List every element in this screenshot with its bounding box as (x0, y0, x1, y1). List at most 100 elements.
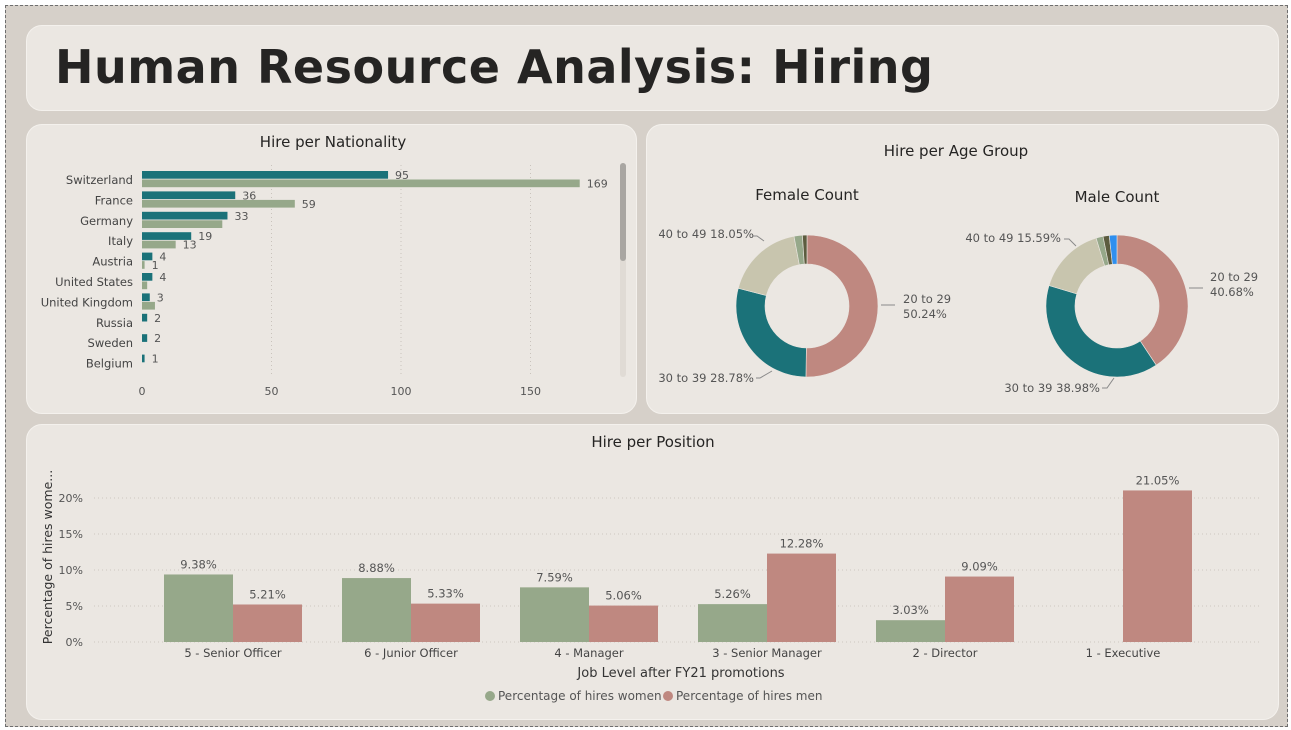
legend-marker-men[interactable] (663, 691, 673, 701)
leader-line (1064, 238, 1077, 247)
bar-women[interactable] (342, 578, 411, 642)
y-tick-label: 20% (59, 492, 83, 505)
chart-title: Hire per Position (591, 433, 714, 451)
donut-slice[interactable] (1048, 237, 1106, 295)
category-label: France (95, 193, 133, 207)
donut-slice[interactable] (1108, 234, 1118, 265)
category-label: Russia (96, 316, 133, 330)
leader-line (756, 370, 773, 379)
bar-men[interactable] (233, 604, 302, 642)
bar-men[interactable] (1123, 490, 1192, 642)
bar-men[interactable] (767, 553, 836, 642)
bar-series2[interactable] (142, 179, 580, 188)
category-label: Austria (92, 255, 133, 269)
scrollbar-thumb[interactable] (620, 163, 626, 261)
donut-slice[interactable] (1045, 285, 1157, 378)
slice-label: 20 to 29 (1210, 270, 1258, 284)
data-label: 21.05% (1136, 473, 1180, 487)
bar-series2[interactable] (142, 281, 148, 290)
data-label: 4 (159, 271, 166, 284)
slice-label: 40 to 49 18.05% (658, 227, 754, 241)
leader-line (753, 235, 765, 242)
nationality-card: Hire per Nationality 0 50 100 150 Switzerland… (26, 124, 637, 414)
chart-title: Hire per Age Group (884, 142, 1028, 160)
bar-series1[interactable] (142, 293, 150, 302)
bar-series2[interactable] (142, 199, 295, 208)
category-label: Sweden (88, 336, 133, 350)
bar-series2[interactable] (142, 261, 145, 269)
data-label: 12.28% (780, 537, 824, 551)
data-label: 169 (587, 178, 608, 191)
bar-series1[interactable] (142, 252, 153, 261)
bar-men[interactable] (411, 603, 480, 642)
donut-slice[interactable] (735, 287, 807, 378)
bar-series2[interactable] (142, 240, 176, 249)
donut-slice[interactable] (1116, 234, 1189, 366)
donut-slice[interactable] (737, 235, 800, 296)
category-label: Switzerland (66, 173, 133, 187)
age-group-card: Hire per Age Group Female Count 20 to 29 50… (646, 124, 1279, 414)
legend-marker-women[interactable] (485, 691, 495, 701)
bar-series1[interactable] (142, 354, 145, 363)
bar-women[interactable] (876, 620, 945, 642)
page-title: Human Resource Analysis: Hiring (55, 40, 934, 94)
category-label: 6 - Junior Officer (364, 646, 458, 660)
legend-label-men[interactable]: Percentage of hires men (676, 689, 822, 703)
bar-men[interactable] (945, 576, 1014, 642)
data-label: 1 (152, 259, 159, 272)
bar-series1[interactable] (142, 334, 148, 342)
bar-series1[interactable] (142, 191, 236, 200)
data-label: 2 (154, 332, 161, 345)
legend-label-women[interactable]: Percentage of hires women (498, 689, 662, 703)
slice-label: 30 to 39 38.98% (1004, 381, 1100, 395)
slice-label: 30 to 39 28.78% (658, 371, 754, 385)
bar-women[interactable] (164, 574, 233, 642)
slice-label: 40.68% (1210, 285, 1254, 299)
data-label: 3 (157, 291, 164, 304)
bar-women[interactable] (698, 604, 767, 642)
data-label: 36 (242, 189, 256, 202)
x-tick-label: 100 (391, 385, 412, 398)
data-label: 1 (152, 353, 159, 366)
x-axis-title: Job Level after FY21 promotions (576, 666, 784, 681)
category-label: 5 - Senior Officer (184, 646, 282, 660)
bar-series2[interactable] (142, 220, 223, 228)
x-tick-label: 0 (139, 385, 146, 398)
category-label: 4 - Manager (554, 646, 623, 660)
y-tick-label: 15% (59, 528, 83, 541)
bar-series1[interactable] (142, 211, 228, 220)
bar-series1[interactable] (142, 313, 148, 322)
slice-label: 50.24% (903, 307, 947, 321)
position-chart: Hire per Position 0% 5% 10% 15% 20% Percentage… (40, 433, 1262, 703)
data-label: 2 (154, 312, 161, 325)
position-card: Hire per Position 0% 5% 10% 15% 20% Percentage… (26, 424, 1279, 720)
data-label: 7.59% (536, 570, 573, 584)
data-label: 3.03% (892, 603, 929, 617)
y-axis-title: Percentage of hires wome... (40, 470, 55, 644)
title-card: Human Resource Analysis: Hiring (26, 25, 1279, 111)
data-label: 5.33% (427, 587, 464, 601)
chart-title: Hire per Nationality (260, 133, 407, 151)
leader-line (1102, 377, 1115, 389)
bar-women[interactable] (520, 587, 589, 642)
x-tick-label: 50 (265, 385, 279, 398)
data-label: 5.26% (714, 587, 751, 601)
bar-series1[interactable] (142, 232, 192, 240)
y-tick-label: 10% (59, 564, 83, 577)
data-label: 4 (159, 251, 166, 264)
bar-series1[interactable] (142, 171, 389, 179)
donut-subtitle: Female Count (755, 186, 859, 204)
category-label: United Kingdom (41, 295, 133, 309)
bar-men[interactable] (589, 605, 658, 642)
donut-slice[interactable] (802, 234, 808, 265)
donut-slice[interactable] (805, 234, 879, 378)
category-label: Italy (108, 234, 133, 248)
data-label: 95 (395, 169, 409, 182)
bar-series2[interactable] (142, 301, 155, 310)
bar-series1[interactable] (142, 273, 153, 281)
donut-subtitle: Male Count (1075, 188, 1160, 206)
data-label: 5.06% (605, 589, 642, 603)
category-label: United States (55, 275, 133, 289)
y-tick-label: 0% (66, 636, 83, 649)
category-label: 3 - Senior Manager (712, 646, 822, 660)
